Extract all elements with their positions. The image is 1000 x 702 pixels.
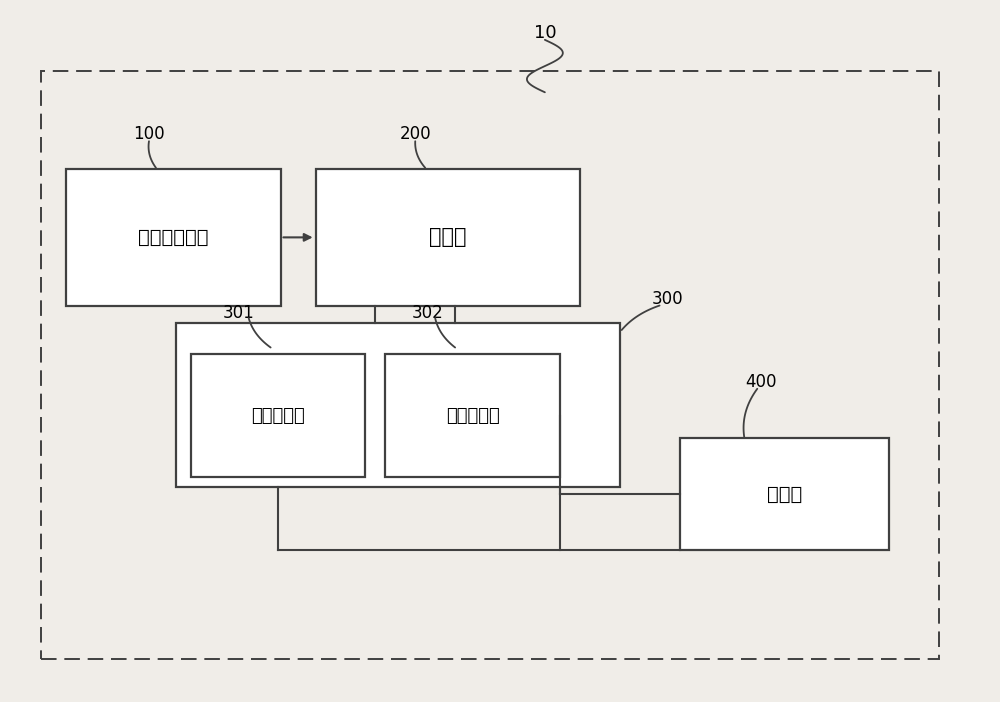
Bar: [680, 439, 889, 550]
Bar: [316, 169, 580, 305]
Bar: [191, 355, 365, 477]
Text: 超声波传感器: 超声波传感器: [138, 228, 209, 247]
Text: 200: 200: [399, 125, 431, 143]
Text: 400: 400: [746, 373, 777, 392]
Bar: [176, 323, 620, 487]
Text: 第一触发器: 第一触发器: [251, 406, 305, 425]
Bar: [41, 72, 939, 658]
Text: 报警器: 报警器: [767, 485, 802, 504]
Text: 10: 10: [534, 24, 556, 42]
Text: 300: 300: [652, 289, 683, 307]
Text: 100: 100: [133, 125, 165, 143]
Text: 302: 302: [411, 303, 443, 322]
Text: 单片机: 单片机: [429, 227, 466, 247]
Bar: [66, 169, 281, 305]
Text: 第二触发器: 第二触发器: [446, 406, 499, 425]
Text: 301: 301: [223, 303, 255, 322]
Bar: [385, 355, 560, 477]
